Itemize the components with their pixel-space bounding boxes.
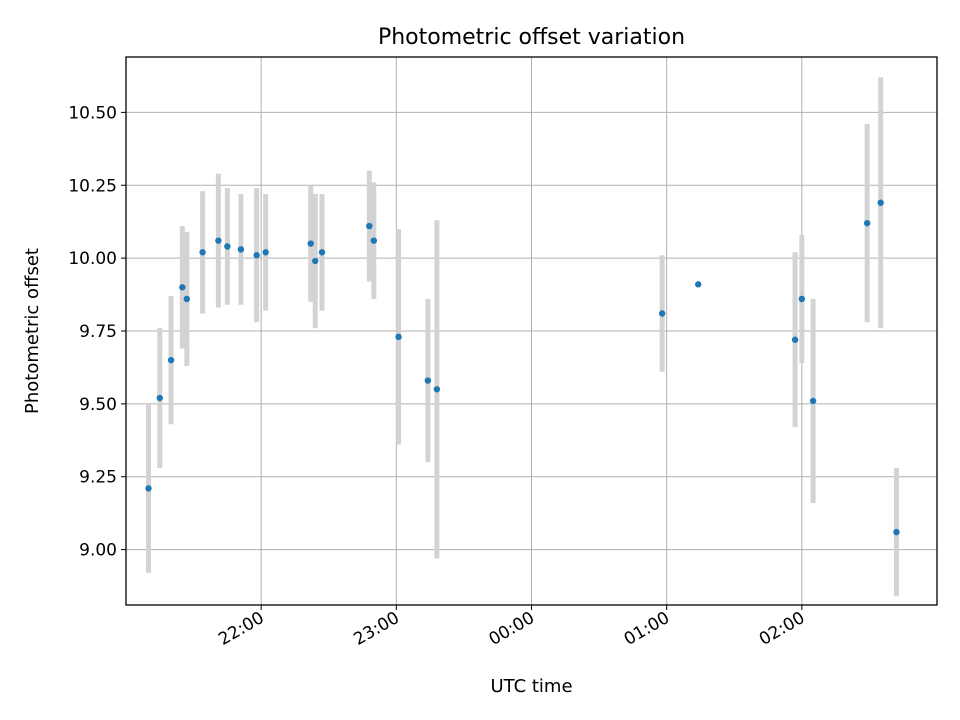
data-points [145,199,900,536]
data-point [199,249,206,256]
data-point [179,284,186,291]
chart-title: Photometric offset variation [378,25,685,50]
data-point [791,336,799,343]
data-point [695,281,702,288]
data-point [145,485,152,492]
data-point [156,394,163,402]
data-point [893,528,900,536]
data-point [658,310,666,317]
data-point [877,199,884,206]
y-tick-label: 9.75 [79,322,117,342]
y-tick-label: 10.50 [68,103,117,123]
data-point [433,386,441,393]
data-point [167,356,175,364]
data-point [183,295,191,303]
data-point [395,333,402,341]
data-point [863,219,871,227]
y-tick-label: 9.25 [79,468,117,488]
data-point [798,295,806,303]
x-axis-title: UTC time [490,676,572,697]
y-tick-label: 10.25 [68,176,117,196]
data-point [262,249,269,256]
data-point [809,397,817,405]
data-point [318,249,326,256]
data-point [215,237,222,244]
data-point [424,377,432,384]
data-point [237,246,245,253]
data-point [370,237,378,244]
y-tick-label: 9.50 [79,395,117,415]
y-tick-label: 9.00 [79,541,117,561]
data-point [307,240,314,247]
y-tick-label: 10.00 [68,249,117,269]
data-point [253,252,260,259]
data-point [312,257,319,265]
grid [126,57,937,605]
y-axis-title: Photometric offset [22,248,43,414]
data-point [224,243,231,250]
data-point [366,222,373,230]
